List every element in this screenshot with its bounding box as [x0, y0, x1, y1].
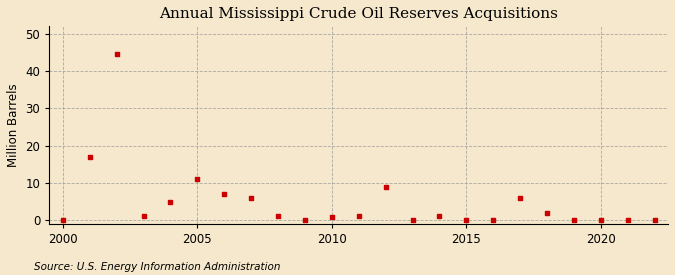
Point — [541, 211, 552, 215]
Point — [380, 185, 391, 189]
Point — [622, 218, 633, 222]
Point — [434, 214, 445, 218]
Point — [138, 214, 149, 218]
Point — [595, 218, 606, 222]
Point — [488, 218, 499, 222]
Point — [407, 218, 418, 222]
Title: Annual Mississippi Crude Oil Reserves Acquisitions: Annual Mississippi Crude Oil Reserves Ac… — [159, 7, 558, 21]
Point — [300, 218, 310, 222]
Point — [568, 218, 579, 222]
Point — [273, 214, 284, 218]
Point — [192, 177, 202, 182]
Point — [353, 214, 364, 218]
Y-axis label: Million Barrels: Million Barrels — [7, 83, 20, 167]
Point — [649, 218, 660, 222]
Point — [111, 52, 122, 56]
Point — [165, 199, 176, 204]
Point — [461, 218, 472, 222]
Point — [515, 196, 526, 200]
Point — [57, 218, 68, 222]
Point — [327, 214, 338, 219]
Point — [84, 155, 95, 159]
Text: Source: U.S. Energy Information Administration: Source: U.S. Energy Information Administ… — [34, 262, 280, 272]
Point — [246, 196, 256, 200]
Point — [219, 192, 230, 196]
